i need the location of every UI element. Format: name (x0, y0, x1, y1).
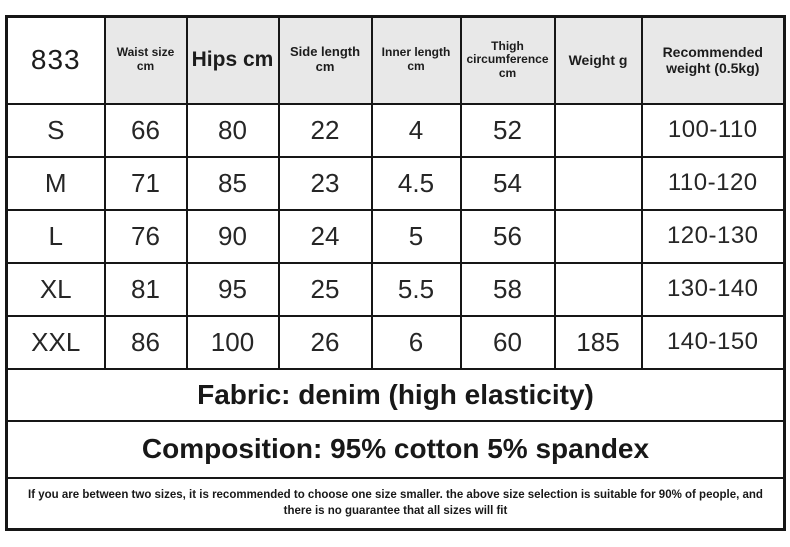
size-row: L 76 90 24 5 56 120-130 (5, 208, 786, 264)
side-length-cell: 25 (277, 261, 373, 317)
recommended-weight-cell: 120-130 (640, 208, 786, 264)
weight-cell (553, 208, 643, 264)
thigh-circumference-cell: 56 (459, 208, 556, 264)
side-length-cell: 24 (277, 208, 373, 264)
side-length-cell: 23 (277, 155, 373, 211)
size-row: M 71 85 23 4.5 54 110-120 (5, 155, 786, 211)
fabric-note: Fabric: denim (high elasticity) (5, 367, 786, 422)
disclaimer-row: If you are between two sizes, it is reco… (5, 476, 786, 531)
header-inner-length: Inner length cm (370, 15, 462, 105)
composition-note: Composition: 95% cotton 5% spandex (5, 419, 786, 479)
header-row: 833 Waist size cm Hips cm Side length cm… (5, 15, 786, 105)
hips-cell: 80 (185, 102, 280, 158)
thigh-circumference-cell: 54 (459, 155, 556, 211)
size-table-body: S 66 80 22 4 52 100-110 M 71 85 23 4.5 5… (5, 102, 786, 370)
size-label-cell: L (5, 208, 106, 264)
recommended-weight-cell: 130-140 (640, 261, 786, 317)
fabric-note-row: Fabric: denim (high elasticity) (5, 367, 786, 422)
side-length-cell: 22 (277, 102, 373, 158)
thigh-circumference-cell: 58 (459, 261, 556, 317)
inner-length-cell: 5 (370, 208, 462, 264)
inner-length-cell: 4.5 (370, 155, 462, 211)
waist-size-cell: 86 (103, 314, 188, 370)
hips-cell: 95 (185, 261, 280, 317)
recommended-weight-cell: 100-110 (640, 102, 786, 158)
waist-size-cell: 76 (103, 208, 188, 264)
notes-body: Fabric: denim (high elasticity) Composit… (5, 367, 786, 531)
hips-cell: 100 (185, 314, 280, 370)
waist-size-cell: 71 (103, 155, 188, 211)
header-weight: Weight g (553, 15, 643, 105)
composition-note-row: Composition: 95% cotton 5% spandex (5, 419, 786, 479)
size-label-cell: S (5, 102, 106, 158)
inner-length-cell: 4 (370, 102, 462, 158)
hips-cell: 85 (185, 155, 280, 211)
side-length-cell: 26 (277, 314, 373, 370)
recommended-weight-cell: 110-120 (640, 155, 786, 211)
thigh-circumference-cell: 60 (459, 314, 556, 370)
weight-cell (553, 155, 643, 211)
size-row: XL 81 95 25 5.5 58 130-140 (5, 261, 786, 317)
size-label-cell: M (5, 155, 106, 211)
waist-size-cell: 81 (103, 261, 188, 317)
header-hips: Hips cm (185, 15, 280, 105)
size-chart-table: 833 Waist size cm Hips cm Side length cm… (5, 15, 786, 531)
model-number-cell: 833 (5, 15, 106, 105)
weight-cell (553, 261, 643, 317)
weight-cell: 185 (553, 314, 643, 370)
thigh-circumference-cell: 52 (459, 102, 556, 158)
header-thigh-circumference: Thigh circumference cm (459, 15, 556, 105)
recommended-weight-cell: 140-150 (640, 314, 786, 370)
inner-length-cell: 6 (370, 314, 462, 370)
hips-cell: 90 (185, 208, 280, 264)
header-recommended-weight: Recommended weight (0.5kg) (640, 15, 786, 105)
size-label-cell: XL (5, 261, 106, 317)
weight-cell (553, 102, 643, 158)
waist-size-cell: 66 (103, 102, 188, 158)
size-row: XXL 86 100 26 6 60 185 140-150 (5, 314, 786, 370)
header-waist-size: Waist size cm (103, 15, 188, 105)
header-side-length: Side length cm (277, 15, 373, 105)
size-row: S 66 80 22 4 52 100-110 (5, 102, 786, 158)
disclaimer-note: If you are between two sizes, it is reco… (5, 476, 786, 531)
size-label-cell: XXL (5, 314, 106, 370)
inner-length-cell: 5.5 (370, 261, 462, 317)
